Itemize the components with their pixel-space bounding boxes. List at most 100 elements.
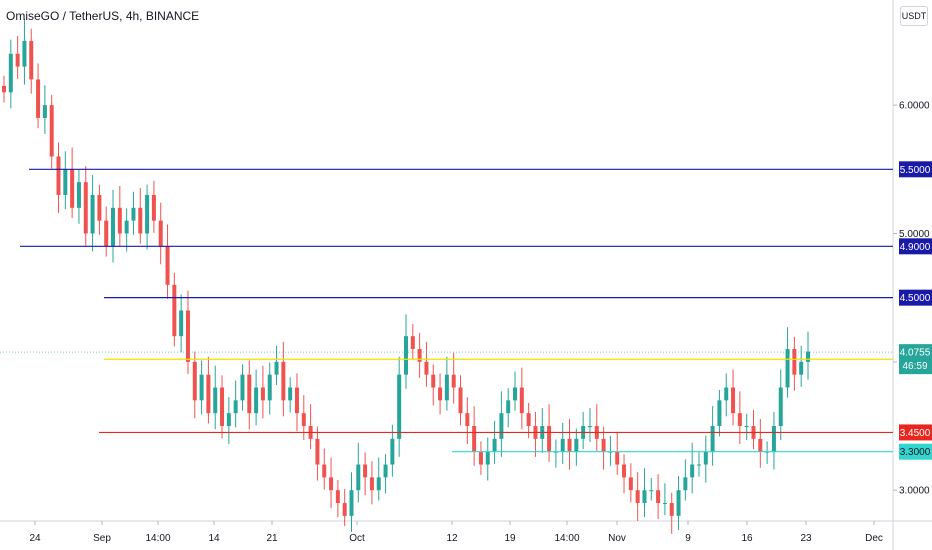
candle-body — [431, 374, 436, 388]
candle-body — [499, 413, 504, 439]
candle-body — [15, 53, 20, 67]
candle-body — [731, 387, 736, 414]
candle-body — [70, 169, 75, 208]
candle-body — [138, 207, 143, 234]
time-tick-label: Nov — [608, 533, 626, 544]
candle-body — [404, 336, 408, 375]
candle-body — [724, 387, 729, 401]
time-tick-label: 12 — [446, 533, 458, 544]
candle-body — [288, 387, 293, 401]
candle-body — [199, 374, 204, 401]
candle-body — [349, 490, 354, 516]
candle-body — [97, 194, 102, 221]
candle-body — [220, 387, 225, 427]
candle-body — [36, 79, 41, 118]
candle-body — [42, 105, 47, 118]
candle-body — [111, 207, 116, 247]
candle-body — [397, 374, 402, 439]
time-tick-label: Dec — [865, 533, 883, 544]
candle-body — [492, 438, 497, 452]
candle-body — [635, 490, 640, 504]
candle-body — [683, 477, 688, 491]
candle-body — [8, 53, 13, 93]
candle-body — [131, 207, 136, 221]
candle-body — [710, 426, 715, 452]
candle-body — [383, 464, 388, 478]
level-label-bg — [899, 424, 932, 441]
candle-body — [315, 438, 320, 465]
level-label-bg — [899, 161, 932, 178]
currency-badge[interactable]: USDT — [900, 6, 928, 26]
candle-body — [696, 464, 701, 466]
candle-body — [301, 413, 306, 427]
candle-body — [478, 451, 483, 465]
candle-body — [63, 169, 68, 195]
candle-body — [799, 361, 804, 375]
candle-body — [519, 387, 524, 414]
price-tick-label: 6.0000 — [899, 101, 930, 112]
candle-body — [676, 490, 681, 516]
candle-body — [656, 490, 661, 504]
candle-body — [526, 413, 531, 427]
candle-body — [465, 413, 470, 427]
candle-body — [145, 194, 150, 234]
candle-body — [662, 503, 667, 505]
time-tick-label: 21 — [266, 533, 278, 544]
candle-body — [369, 477, 374, 491]
candle-body — [628, 477, 633, 491]
candle-body — [76, 182, 81, 208]
candle-body — [151, 194, 156, 221]
candle-body — [771, 426, 776, 452]
candle-body — [267, 374, 272, 401]
candle-body — [29, 40, 34, 80]
candle-body — [560, 438, 565, 452]
candle-body — [22, 40, 27, 67]
level-label: 4.5000 — [900, 293, 931, 304]
candle-body — [547, 426, 552, 452]
candle-body — [376, 477, 381, 491]
time-tick-label: 16 — [741, 533, 753, 544]
bar-countdown-label: 46:59 — [902, 361, 927, 372]
candle-body — [2, 85, 6, 93]
candle-body — [185, 310, 190, 362]
time-tick-label: 23 — [800, 533, 812, 544]
candle-body — [744, 426, 749, 428]
candle-body — [806, 351, 810, 362]
candle-body — [424, 361, 429, 375]
level-label: 3.3000 — [900, 447, 931, 458]
price-tick-label: 3.0000 — [899, 486, 930, 497]
price-tick-label: 5.0000 — [899, 229, 930, 240]
candle-body — [451, 374, 456, 388]
candle-body — [117, 207, 122, 234]
candle-body — [90, 194, 95, 234]
candle-body — [717, 400, 722, 427]
candle-body — [124, 220, 129, 234]
candle-body — [758, 438, 763, 452]
candle-body — [506, 400, 511, 414]
candle-body — [172, 284, 177, 337]
candle-body — [587, 426, 592, 428]
candle-body — [438, 387, 443, 401]
candle-body — [213, 387, 218, 414]
candle-body — [322, 464, 327, 478]
candle-body — [649, 490, 654, 492]
candle-body — [703, 451, 708, 465]
candle-body — [158, 220, 163, 247]
level-label: 4.9000 — [900, 242, 931, 253]
time-tick-label: 24 — [29, 533, 41, 544]
candle-body — [410, 336, 415, 349]
candle-body — [615, 451, 620, 465]
candle-body — [513, 387, 518, 401]
candle-body — [342, 503, 347, 516]
time-tick-label: 14 — [208, 533, 220, 544]
candle-body — [165, 246, 170, 285]
time-tick-label: 14:00 — [145, 533, 170, 544]
candle-body — [294, 387, 299, 414]
time-tick-label: 19 — [504, 533, 516, 544]
candle-body — [83, 182, 88, 234]
candle-body — [281, 361, 286, 401]
candle-body — [472, 426, 477, 452]
time-tick-label: 9 — [685, 533, 691, 544]
